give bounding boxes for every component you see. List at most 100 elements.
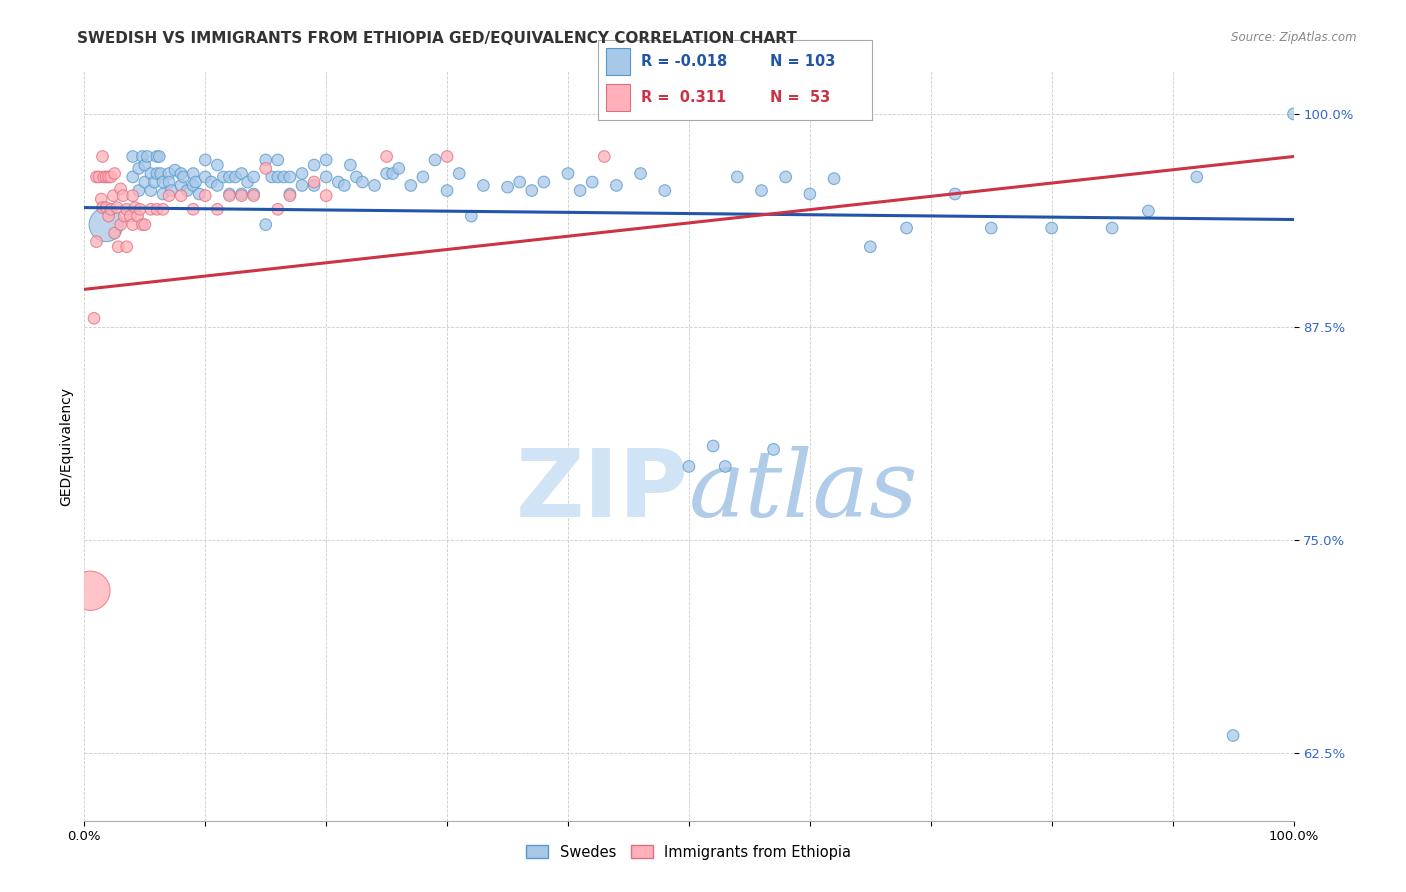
Point xyxy=(104,226,127,240)
Point xyxy=(725,169,748,184)
Point xyxy=(436,149,458,163)
Point xyxy=(93,169,115,184)
Point xyxy=(200,175,222,189)
Point xyxy=(1101,221,1123,235)
Point xyxy=(823,171,845,186)
Point xyxy=(943,186,966,201)
Point xyxy=(460,209,482,223)
Point xyxy=(218,186,240,201)
Point xyxy=(242,188,264,202)
Point xyxy=(267,202,290,217)
Point xyxy=(315,153,337,167)
Point xyxy=(152,186,174,201)
Text: SWEDISH VS IMMIGRANTS FROM ETHIOPIA GED/EQUIVALENCY CORRELATION CHART: SWEDISH VS IMMIGRANTS FROM ETHIOPIA GED/… xyxy=(77,31,797,46)
Point xyxy=(557,167,579,181)
Point xyxy=(375,149,398,163)
Point xyxy=(231,188,253,202)
Text: R =  0.311: R = 0.311 xyxy=(641,90,727,105)
Point xyxy=(412,169,434,184)
Point xyxy=(702,439,724,453)
Point xyxy=(363,178,385,193)
Point xyxy=(449,167,471,181)
Point xyxy=(87,169,110,184)
Point xyxy=(859,240,882,254)
Point xyxy=(112,188,135,202)
FancyBboxPatch shape xyxy=(606,48,630,75)
Point xyxy=(436,184,458,198)
Point xyxy=(509,175,531,189)
Point xyxy=(91,149,114,163)
Point xyxy=(94,201,117,215)
Point xyxy=(423,153,446,167)
Point xyxy=(128,161,150,176)
Point xyxy=(157,188,180,202)
Point xyxy=(630,167,652,181)
Point xyxy=(352,175,374,189)
Text: R = -0.018: R = -0.018 xyxy=(641,54,728,69)
Point xyxy=(103,188,125,202)
Point xyxy=(678,459,700,474)
Point xyxy=(146,202,169,217)
Point xyxy=(278,169,301,184)
Point xyxy=(97,169,120,184)
Point xyxy=(136,149,159,163)
Point xyxy=(148,149,170,163)
Point xyxy=(254,153,277,167)
Point xyxy=(91,201,114,215)
Point xyxy=(1282,107,1305,121)
Point xyxy=(86,235,108,249)
Point xyxy=(593,149,616,163)
Point xyxy=(146,167,169,181)
Point xyxy=(581,175,603,189)
Point xyxy=(152,175,174,189)
Point xyxy=(291,178,314,193)
Point xyxy=(100,169,122,184)
FancyBboxPatch shape xyxy=(606,85,630,111)
Point xyxy=(127,209,149,223)
Point xyxy=(278,186,301,201)
Point xyxy=(242,169,264,184)
Point xyxy=(267,153,290,167)
Point xyxy=(134,175,156,189)
Point xyxy=(134,218,156,232)
Point xyxy=(242,186,264,201)
Point xyxy=(139,202,162,217)
Point xyxy=(260,169,283,184)
Point xyxy=(315,188,337,202)
Text: N =  53: N = 53 xyxy=(770,90,831,105)
Point xyxy=(231,167,253,181)
Point xyxy=(799,186,821,201)
Point xyxy=(110,218,132,232)
Point xyxy=(302,178,325,193)
Point xyxy=(83,311,105,326)
Point xyxy=(194,153,217,167)
Point xyxy=(333,178,356,193)
Point xyxy=(254,161,277,176)
Point xyxy=(302,175,325,189)
Point xyxy=(533,175,555,189)
Point xyxy=(157,175,180,189)
Point xyxy=(388,161,411,176)
Point xyxy=(107,240,129,254)
Point xyxy=(188,186,211,201)
Point xyxy=(94,169,117,184)
Y-axis label: GED/Equivalency: GED/Equivalency xyxy=(59,386,73,506)
Text: atlas: atlas xyxy=(689,446,918,536)
Point xyxy=(714,459,737,474)
Point xyxy=(1137,204,1160,219)
Point xyxy=(654,184,676,198)
Point xyxy=(980,221,1002,235)
Point xyxy=(176,184,198,198)
Point xyxy=(181,178,204,193)
Point xyxy=(302,158,325,172)
Point xyxy=(97,209,120,223)
Point xyxy=(173,169,195,184)
Point xyxy=(254,218,277,232)
Point xyxy=(112,209,135,223)
Point xyxy=(181,202,204,217)
Point xyxy=(139,167,162,181)
Point xyxy=(128,184,150,198)
Point xyxy=(236,175,259,189)
Point xyxy=(207,202,229,217)
Point xyxy=(165,163,187,178)
